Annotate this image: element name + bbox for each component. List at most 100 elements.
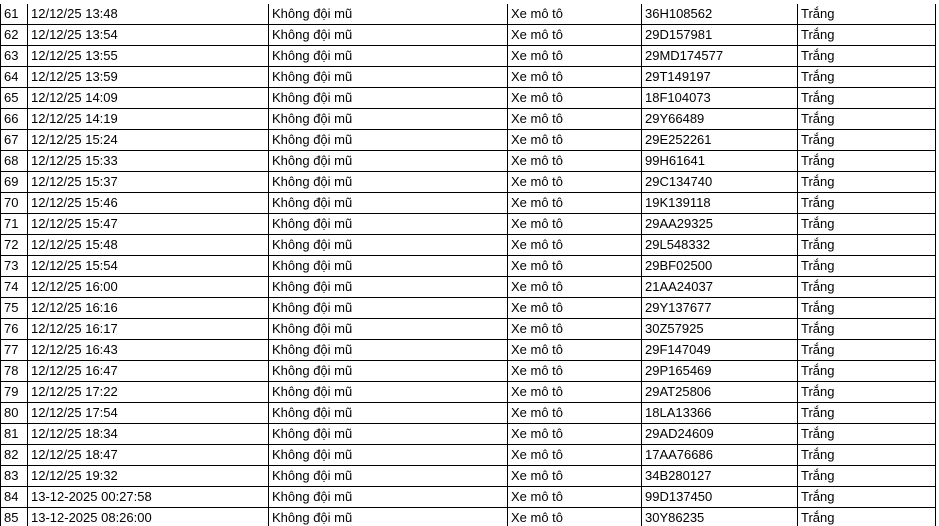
plate-cell: 29P165469 xyxy=(641,361,797,382)
violation-cell: Không đội mũ xyxy=(268,25,507,46)
row-number: 61 xyxy=(0,4,27,25)
time-cell: 12/12/25 15:48 xyxy=(27,235,268,256)
table-row: 65 12/12/25 14:09 Không đội mũ Xe mô tô 18F1… xyxy=(0,88,936,109)
time-cell: 12/12/25 15:47 xyxy=(27,214,268,235)
color-cell: Trắng xyxy=(797,130,936,151)
vehicle-cell: Xe mô tô xyxy=(507,277,641,298)
color-cell: Trắng xyxy=(797,340,936,361)
row-number: 68 xyxy=(0,151,27,172)
plate-cell: 29F147049 xyxy=(641,340,797,361)
color-cell: Trắng xyxy=(797,319,936,340)
table-row: 62 12/12/25 13:54 Không đội mũ Xe mô tô 29D1… xyxy=(0,25,936,46)
violation-cell: Không đội mũ xyxy=(268,487,507,508)
vehicle-cell: Xe mô tô xyxy=(507,256,641,277)
row-number: 79 xyxy=(0,382,27,403)
color-cell: Trắng xyxy=(797,172,936,193)
plate-cell: 29T149197 xyxy=(641,67,797,88)
plate-cell: 29Y66489 xyxy=(641,109,797,130)
table-row: 61 12/12/25 13:48 Không đội mũ Xe mô tô 36H1… xyxy=(0,4,936,25)
color-cell: Trắng xyxy=(797,193,936,214)
table-row: 80 12/12/25 17:54 Không đội mũ Xe mô tô 18LA… xyxy=(0,403,936,424)
table-row: 71 12/12/25 15:47 Không đội mũ Xe mô tô 29AA… xyxy=(0,214,936,235)
row-number: 77 xyxy=(0,340,27,361)
row-number: 70 xyxy=(0,193,27,214)
violation-cell: Không đội mũ xyxy=(268,424,507,445)
plate-cell: 99H61641 xyxy=(641,151,797,172)
table-row: 66 12/12/25 14:19 Không đội mũ Xe mô tô 29Y6… xyxy=(0,109,936,130)
table-row: 82 12/12/25 18:47 Không đội mũ Xe mô tô 17AA… xyxy=(0,445,936,466)
table-row: 76 12/12/25 16:17 Không đội mũ Xe mô tô 30Z5… xyxy=(0,319,936,340)
row-number: 62 xyxy=(0,25,27,46)
vehicle-cell: Xe mô tô xyxy=(507,130,641,151)
color-cell: Trắng xyxy=(797,403,936,424)
time-cell: 12/12/25 16:17 xyxy=(27,319,268,340)
vehicle-cell: Xe mô tô xyxy=(507,445,641,466)
vehicle-cell: Xe mô tô xyxy=(507,4,641,25)
violation-cell: Không đội mũ xyxy=(268,256,507,277)
violation-cell: Không đội mũ xyxy=(268,151,507,172)
time-cell: 13-12-2025 00:27:58 xyxy=(27,487,268,508)
table-row: 69 12/12/25 15:37 Không đội mũ Xe mô tô 29C1… xyxy=(0,172,936,193)
table-row: 79 12/12/25 17:22 Không đội mũ Xe mô tô 29AT… xyxy=(0,382,936,403)
row-number: 65 xyxy=(0,88,27,109)
time-cell: 12/12/25 15:54 xyxy=(27,256,268,277)
vehicle-cell: Xe mô tô xyxy=(507,67,641,88)
violation-cell: Không đội mũ xyxy=(268,508,507,526)
vehicle-cell: Xe mô tô xyxy=(507,172,641,193)
table-row: 64 12/12/25 13:59 Không đội mũ Xe mô tô 29T1… xyxy=(0,67,936,88)
row-number: 69 xyxy=(0,172,27,193)
violation-cell: Không đội mũ xyxy=(268,340,507,361)
color-cell: Trắng xyxy=(797,4,936,25)
time-cell: 12/12/25 13:59 xyxy=(27,67,268,88)
vehicle-cell: Xe mô tô xyxy=(507,466,641,487)
color-cell: Trắng xyxy=(797,298,936,319)
vehicle-cell: Xe mô tô xyxy=(507,382,641,403)
color-cell: Trắng xyxy=(797,256,936,277)
row-number: 75 xyxy=(0,298,27,319)
time-cell: 12/12/25 15:33 xyxy=(27,151,268,172)
plate-cell: 21AA24037 xyxy=(641,277,797,298)
table-row: 85 13-12-2025 08:26:00 Không đội mũ Xe mô t… xyxy=(0,508,936,526)
time-cell: 12/12/25 13:48 xyxy=(27,4,268,25)
table-row: 73 12/12/25 15:54 Không đội mũ Xe mô tô 29BF… xyxy=(0,256,936,277)
time-cell: 12/12/25 16:00 xyxy=(27,277,268,298)
plate-cell: 29AD24609 xyxy=(641,424,797,445)
plate-cell: 18LA13366 xyxy=(641,403,797,424)
color-cell: Trắng xyxy=(797,214,936,235)
table-row: 84 13-12-2025 00:27:58 Không đội mũ Xe mô t… xyxy=(0,487,936,508)
color-cell: Trắng xyxy=(797,151,936,172)
time-cell: 12/12/25 15:37 xyxy=(27,172,268,193)
row-number: 80 xyxy=(0,403,27,424)
row-number: 64 xyxy=(0,67,27,88)
time-cell: 12/12/25 15:24 xyxy=(27,130,268,151)
color-cell: Trắng xyxy=(797,361,936,382)
row-number: 82 xyxy=(0,445,27,466)
violation-cell: Không đội mũ xyxy=(268,382,507,403)
table-row: 83 12/12/25 19:32 Không đội mũ Xe mô tô 34B2… xyxy=(0,466,936,487)
row-number: 85 xyxy=(0,508,27,526)
time-cell: 12/12/25 18:47 xyxy=(27,445,268,466)
time-cell: 12/12/25 16:16 xyxy=(27,298,268,319)
table-row: 74 12/12/25 16:00 Không đội mũ Xe mô tô 21AA… xyxy=(0,277,936,298)
violation-cell: Không đội mũ xyxy=(268,466,507,487)
violation-cell: Không đội mũ xyxy=(268,46,507,67)
violation-cell: Không đội mũ xyxy=(268,4,507,25)
violation-cell: Không đội mũ xyxy=(268,403,507,424)
color-cell: Trắng xyxy=(797,67,936,88)
vehicle-cell: Xe mô tô xyxy=(507,508,641,526)
vehicle-cell: Xe mô tô xyxy=(507,298,641,319)
table-row: 72 12/12/25 15:48 Không đội mũ Xe mô tô 29L5… xyxy=(0,235,936,256)
time-cell: 12/12/25 15:46 xyxy=(27,193,268,214)
table-row: 68 12/12/25 15:33 Không đội mũ Xe mô tô 99H6… xyxy=(0,151,936,172)
plate-cell: 99D137450 xyxy=(641,487,797,508)
time-cell: 12/12/25 13:54 xyxy=(27,25,268,46)
table-row: 63 12/12/25 13:55 Không đội mũ Xe mô tô 29MD… xyxy=(0,46,936,67)
plate-cell: 29D157981 xyxy=(641,25,797,46)
violation-cell: Không đội mũ xyxy=(268,109,507,130)
vehicle-cell: Xe mô tô xyxy=(507,424,641,445)
row-number: 66 xyxy=(0,109,27,130)
vehicle-cell: Xe mô tô xyxy=(507,151,641,172)
row-number: 73 xyxy=(0,256,27,277)
row-number: 81 xyxy=(0,424,27,445)
